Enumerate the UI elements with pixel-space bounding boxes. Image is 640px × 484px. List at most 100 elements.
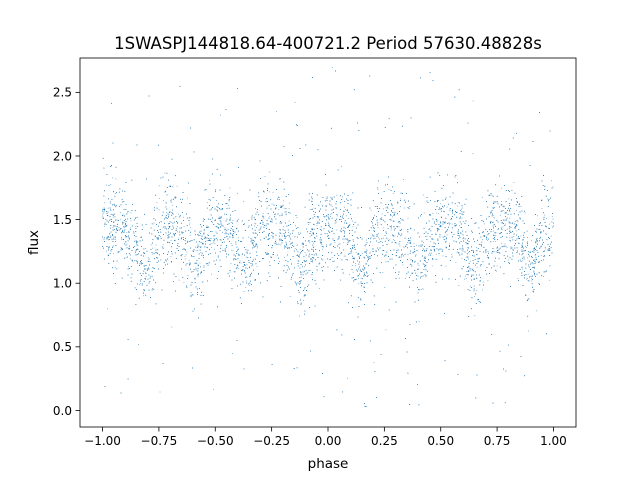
data-point — [440, 216, 442, 218]
data-point — [398, 274, 399, 275]
data-point — [372, 235, 374, 237]
data-point — [472, 100, 474, 102]
data-point — [182, 216, 184, 218]
data-point — [271, 235, 273, 236]
data-point — [159, 391, 161, 393]
data-point — [459, 218, 461, 220]
data-point — [130, 212, 132, 214]
data-point — [461, 232, 463, 234]
data-point — [552, 226, 553, 228]
data-point — [125, 257, 127, 258]
data-point — [387, 238, 389, 240]
data-point — [319, 288, 320, 289]
data-point — [189, 234, 191, 236]
data-point — [283, 207, 285, 209]
data-point — [120, 247, 122, 248]
data-point — [424, 275, 426, 277]
data-point — [385, 254, 387, 256]
data-point — [169, 185, 171, 186]
data-point — [189, 224, 190, 226]
data-point — [255, 223, 257, 225]
data-point — [457, 202, 459, 203]
data-point — [501, 201, 502, 202]
data-point — [127, 210, 129, 212]
data-point — [493, 230, 495, 232]
data-point — [323, 216, 325, 217]
data-point — [243, 291, 245, 292]
data-point — [228, 229, 229, 230]
data-point — [289, 241, 291, 242]
data-point — [518, 242, 520, 244]
data-point — [190, 292, 192, 293]
data-point — [508, 259, 510, 261]
data-point — [260, 228, 262, 230]
data-point — [275, 223, 277, 225]
data-point — [237, 193, 238, 194]
data-point — [209, 179, 210, 181]
data-point — [178, 213, 179, 215]
data-point — [246, 252, 247, 254]
data-point — [474, 315, 476, 317]
data-point — [279, 261, 280, 263]
data-point — [114, 267, 116, 268]
data-point — [319, 210, 321, 212]
data-point — [513, 182, 515, 183]
data-point — [449, 223, 451, 224]
data-point — [245, 280, 247, 282]
data-point — [294, 102, 296, 103]
data-point — [106, 250, 107, 252]
data-point — [104, 225, 105, 227]
data-point — [550, 235, 552, 237]
data-point — [214, 248, 215, 250]
data-point — [102, 215, 104, 217]
data-point — [152, 247, 154, 249]
data-point — [284, 256, 285, 258]
data-point — [326, 244, 327, 246]
data-point — [492, 215, 494, 217]
data-point — [249, 285, 251, 287]
data-point — [288, 220, 290, 222]
data-point — [370, 236, 372, 238]
data-point — [254, 225, 255, 227]
data-point — [394, 235, 396, 237]
data-point — [438, 213, 440, 215]
data-point — [336, 194, 338, 196]
data-point — [454, 224, 455, 226]
data-point — [329, 226, 330, 227]
data-point — [254, 241, 255, 242]
data-point — [206, 202, 208, 203]
data-point — [458, 285, 460, 286]
data-point — [347, 377, 348, 379]
data-point — [241, 254, 243, 255]
data-point — [409, 263, 411, 265]
data-point — [531, 240, 532, 242]
data-point — [147, 257, 149, 258]
data-point — [135, 241, 137, 242]
data-point — [547, 198, 548, 200]
data-point — [443, 239, 445, 241]
data-point — [501, 243, 502, 245]
data-point — [355, 262, 356, 264]
data-point — [442, 221, 444, 222]
data-point — [110, 209, 112, 211]
data-point — [370, 209, 372, 211]
data-point — [180, 255, 182, 256]
data-point — [414, 262, 416, 263]
data-point — [465, 278, 467, 279]
data-point — [334, 242, 336, 243]
data-point — [405, 245, 407, 247]
data-point — [328, 230, 330, 232]
data-point — [399, 229, 401, 231]
data-point — [255, 207, 256, 209]
data-point — [392, 193, 394, 194]
data-point — [111, 177, 113, 179]
data-point — [482, 281, 484, 283]
data-point — [508, 198, 510, 200]
data-point — [308, 269, 309, 271]
data-point — [325, 215, 327, 217]
data-point — [440, 203, 441, 205]
data-point — [130, 227, 131, 229]
data-point — [304, 266, 305, 268]
data-point — [199, 262, 201, 264]
data-point — [311, 248, 312, 250]
